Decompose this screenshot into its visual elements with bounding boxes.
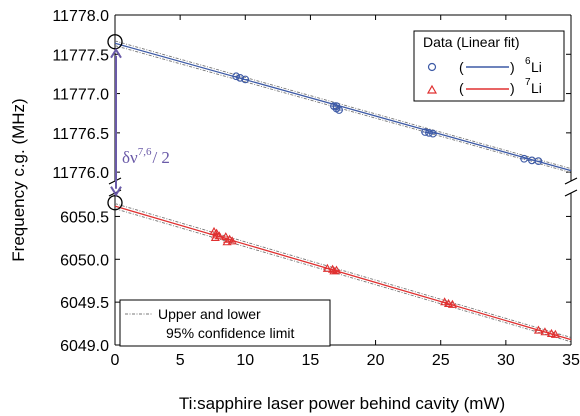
data-point-7Li xyxy=(443,298,454,308)
delta-arrow-head-down xyxy=(110,186,122,197)
y-lower-tick-label: 6050.5 xyxy=(60,209,109,226)
data-point-7Li xyxy=(210,232,220,242)
data-point-7Li xyxy=(447,299,457,308)
data-point-7Li xyxy=(546,328,556,338)
delta-annotation-symbol: δν xyxy=(122,148,138,167)
x-tick-label: 15 xyxy=(302,352,320,369)
confidence-legend: Upper and lower 95% confidence limit xyxy=(119,299,331,347)
y-upper-tick-label: 11777.0 xyxy=(52,87,109,104)
legend: Data (Linear fit) ( ) 6 Li ( ) 7 Li xyxy=(413,30,565,102)
data-point-6Li xyxy=(429,129,437,138)
x-tick-label: 30 xyxy=(497,352,515,369)
fit-line-6Li xyxy=(114,42,572,172)
legend-6li-close: ) xyxy=(510,59,515,75)
confidence-lower-7Li xyxy=(114,208,572,343)
y-lower-tick-label: 6050.0 xyxy=(60,252,109,269)
legend-6li-sup: 6 xyxy=(525,56,531,67)
data-point-7Li xyxy=(533,325,543,334)
data-point-6Li xyxy=(332,102,341,110)
data-point-7Li xyxy=(214,231,224,240)
delta-arrow-head-up xyxy=(110,47,122,59)
x-tick-label: 5 xyxy=(176,352,185,369)
data-point-7Li xyxy=(227,236,237,245)
intercept-marker-6Li xyxy=(107,34,123,50)
intercept-marker-7Li xyxy=(107,195,123,211)
delta-annotation: δν7,6/ 2 xyxy=(122,146,170,167)
legend-6li-label: Li xyxy=(531,59,542,75)
y-axis-title: Frequency c.g. (MHz) xyxy=(9,98,28,261)
data-point-6Li xyxy=(236,74,244,82)
y-upper-tick-label: 11776.0 xyxy=(52,165,109,182)
legend-7li-label: Li xyxy=(531,80,542,96)
y-upper-tick-label: 11776.5 xyxy=(52,126,109,143)
x-tick-label: 0 xyxy=(111,352,120,369)
x-axis-title: Ti:sapphire laser power behind cavity (m… xyxy=(179,394,505,413)
y-lower-tick-label: 6049.0 xyxy=(60,338,109,355)
x-tick-label: 20 xyxy=(367,352,385,369)
confidence-legend-line2: 95% confidence limit xyxy=(166,325,295,341)
x-tick-label: 35 xyxy=(562,352,580,369)
confidence-lower-6Li xyxy=(114,45,572,174)
confidence-legend-line1: Upper and lower xyxy=(158,306,261,322)
confidence-upper-7Li xyxy=(114,203,572,338)
legend-7li-open: ( xyxy=(459,80,464,96)
legend-6li-open: ( xyxy=(459,59,464,75)
data-point-6Li xyxy=(241,75,250,84)
data-point-6Li xyxy=(425,129,433,137)
data-point-6Li xyxy=(520,154,528,163)
fit-line-7Li xyxy=(114,205,572,341)
data-point-7Li xyxy=(540,327,550,336)
legend-7li-sup: 7 xyxy=(525,77,531,88)
x-tick-label: 25 xyxy=(432,352,450,369)
data-point-6Li xyxy=(534,157,543,165)
legend-7li-close: ) xyxy=(510,80,515,96)
delta-annotation-sup: 7,6 xyxy=(138,146,152,158)
data-point-7Li xyxy=(222,237,232,246)
legend-marker-triangle xyxy=(426,84,438,94)
y-lower-tick-label: 6049.5 xyxy=(60,295,109,312)
data-point-6Li xyxy=(421,128,429,136)
x-tick-label: 10 xyxy=(236,352,254,369)
axis-break-right-a xyxy=(564,177,578,185)
data-point-6Li xyxy=(335,106,343,114)
data-point-7Li xyxy=(550,329,560,338)
data-point-7Li xyxy=(440,297,450,306)
axis-break-right-b xyxy=(564,189,578,197)
data-point-6Li xyxy=(232,72,241,81)
y-upper-tick-label: 11778.0 xyxy=(52,8,109,25)
plot-layer: 0 5 10 15 20 25 30 35 11776.0 11776.5 11777.0 11777… xyxy=(52,8,580,369)
confidence-upper-6Li xyxy=(114,40,572,170)
y-upper-tick-label: 11777.5 xyxy=(52,47,109,64)
confidence-legend-box xyxy=(119,299,331,347)
legend-title: Data (Linear fit) xyxy=(423,34,519,50)
data-point-7Li xyxy=(322,263,332,272)
legend-marker-circle xyxy=(427,62,437,72)
delta-annotation-suffix: / 2 xyxy=(152,148,169,167)
data-point-7Li xyxy=(329,266,339,275)
